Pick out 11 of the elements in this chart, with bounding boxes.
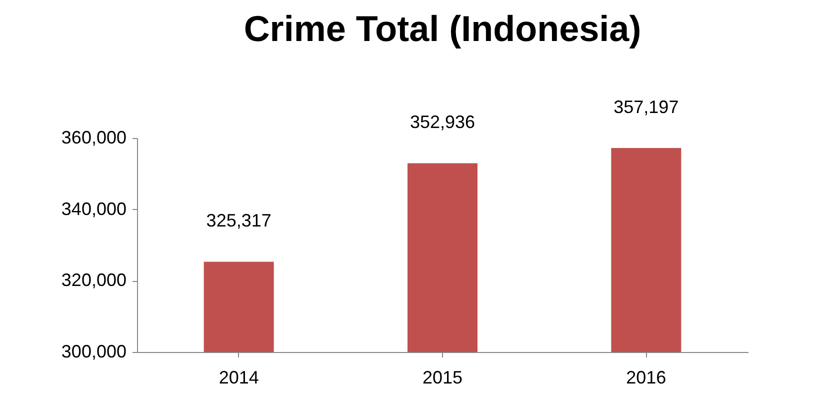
data-label: 357,197	[614, 96, 679, 117]
x-tick-label: 2015	[422, 368, 463, 388]
x-tick-label: 2014	[218, 368, 259, 388]
chart-title: Crime Total (Indonesia)	[244, 8, 642, 49]
y-tick-label: 320,000	[61, 270, 126, 290]
y-tick-label: 360,000	[61, 128, 126, 148]
y-tick-label: 300,000	[61, 342, 126, 362]
y-tick-label: 340,000	[61, 198, 126, 219]
data-label: 352,936	[410, 112, 476, 132]
data-label: 325,317	[206, 210, 272, 231]
x-tick-label: 2016	[626, 368, 666, 388]
